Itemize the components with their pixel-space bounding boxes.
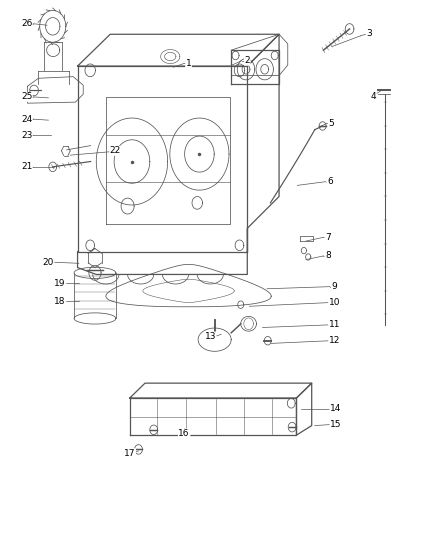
Text: 24: 24 [21,115,32,124]
Text: 6: 6 [327,177,333,186]
Text: 14: 14 [330,404,341,413]
Text: 3: 3 [366,29,372,38]
Text: 1: 1 [186,59,191,68]
Text: 4: 4 [371,92,376,101]
Text: 22: 22 [110,147,121,156]
Text: 10: 10 [328,298,340,307]
Text: 25: 25 [21,92,32,101]
Text: 20: 20 [43,258,54,266]
Text: 16: 16 [178,429,190,438]
Text: 18: 18 [54,297,66,306]
Text: 11: 11 [328,320,340,329]
Text: 26: 26 [21,19,32,28]
Text: 9: 9 [332,282,337,291]
Text: 15: 15 [330,420,341,429]
Text: 13: 13 [205,332,216,341]
Text: 2: 2 [244,56,250,65]
Text: 21: 21 [21,163,32,171]
Text: 17: 17 [124,449,135,458]
Text: 12: 12 [328,336,340,345]
Text: 5: 5 [328,119,334,128]
Text: 8: 8 [325,252,331,261]
Text: 7: 7 [325,233,331,242]
Text: 19: 19 [54,279,66,288]
Text: 23: 23 [21,131,32,140]
